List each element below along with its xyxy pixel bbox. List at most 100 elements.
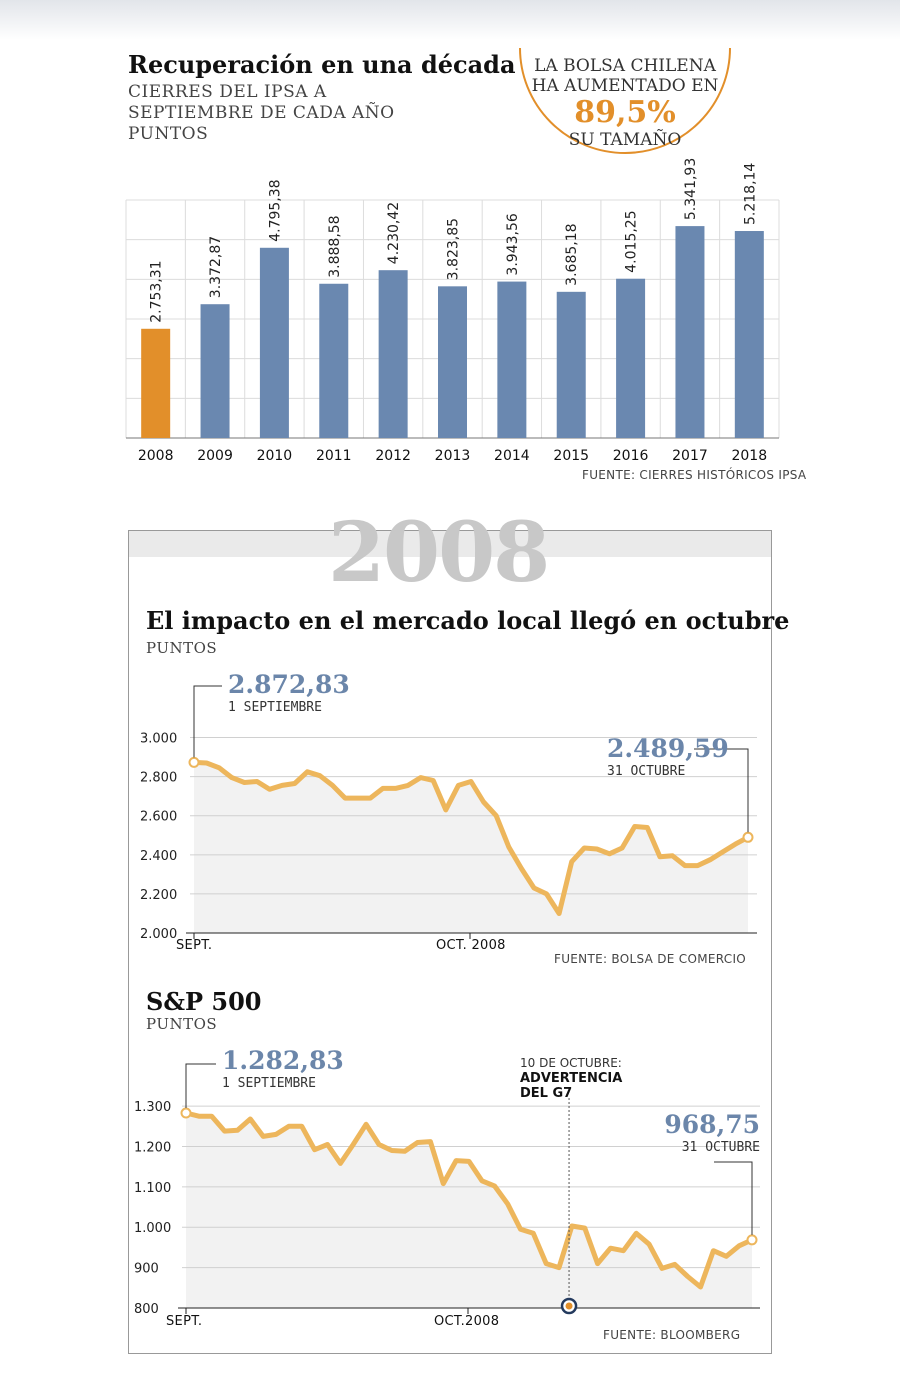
bar-category-label: 2010 — [257, 448, 293, 464]
sp500-end-leader — [714, 1161, 753, 1235]
sp500-end-value: 968,75 — [664, 1110, 760, 1139]
bar-category-label: 2018 — [731, 448, 767, 464]
bar-chart: 2.753,31 2008 3.372,87 2009 4.795,38 2010 3.88… — [125, 158, 780, 464]
sp500-xtick-start: SEPT. — [166, 1314, 203, 1329]
bar-value-label: 2.753,31 — [149, 260, 165, 322]
badge-line2: HA AUMENTADO EN — [531, 76, 719, 96]
caption-line: PUNTOS — [128, 124, 209, 144]
sp500-event-date: 10 DE OCTUBRE: — [520, 1056, 622, 1070]
sp500-event-annotation: 10 DE OCTUBRE: ADVERTENCIA DEL G7 — [520, 1056, 622, 1101]
sp500-xtick-mid: OCT.2008 — [434, 1314, 500, 1329]
ipsa-start-leader — [193, 685, 222, 758]
bar-chart-title: Recuperación en una década — [128, 50, 516, 79]
bar-value-label: 4.795,38 — [267, 179, 283, 241]
badge: LA BOLSA CHILENA HA AUMENTADO EN 89,5% S… — [520, 56, 730, 150]
bar-2013 — [438, 286, 467, 438]
sp500-unit: PUNTOS — [146, 1015, 218, 1033]
sp500-start-date: 1 SEPTIEMBRE — [222, 1076, 316, 1091]
sp500-start-annotation: 1.282,83 1 SEPTIEMBRE — [222, 1046, 344, 1091]
bar-value-label: 3.372,87 — [208, 236, 224, 298]
ipsa-xtick-start: SEPT. — [176, 938, 213, 953]
caption-line: CIERRES DEL IPSA A — [128, 82, 327, 102]
bar-2009 — [200, 304, 230, 438]
ipsa-source: FUENTE: BOLSA DE COMERCIO — [554, 952, 747, 966]
ipsa-line — [191, 759, 751, 916]
bar-2016 — [616, 278, 646, 438]
ipsa-end-leader — [694, 748, 749, 833]
badge-value: 89,5% — [574, 95, 676, 130]
ipsa-ytick-label: 2.600 — [140, 810, 177, 825]
ipsa-xtick-mid: OCT. 2008 — [436, 938, 506, 953]
ipsa-end-value: 2.489,59 — [607, 734, 729, 763]
bar-2010 — [259, 247, 289, 438]
ipsa-end-date: 31 OCTUBRE — [607, 764, 686, 779]
bar-value-label: 3.888,58 — [327, 215, 343, 277]
bar-2008 — [141, 328, 171, 438]
bar-category-label: 2011 — [316, 448, 352, 464]
ipsa-end-annotation: 2.489,59 31 OCTUBRE — [607, 734, 729, 779]
sp500-line — [183, 1110, 755, 1290]
sp500-chart-title: S&P 500 — [146, 987, 262, 1016]
sp500-end-date: 31 OCTUBRE — [681, 1140, 760, 1155]
bar-category-label: 2012 — [375, 448, 411, 464]
bar-2011 — [319, 283, 349, 438]
bar-category-label: 2009 — [197, 448, 233, 464]
bar-value-label: 5.341,93 — [683, 158, 699, 220]
badge-line3: SU TAMAÑO — [568, 130, 682, 150]
top-band — [0, 0, 900, 40]
sp500-start-value: 1.282,83 — [222, 1046, 344, 1075]
sp500-ytick-label: 1.000 — [134, 1221, 171, 1236]
bar-chart-caption: CIERRES DEL IPSA A SEPTIEMBRE DE CADA AÑ… — [128, 82, 395, 145]
bar-2014 — [497, 281, 527, 438]
bar-value-label: 5.218,14 — [742, 163, 758, 225]
sp500-ytick-label: 1.200 — [134, 1140, 171, 1155]
badge-circle — [519, 47, 731, 154]
sp500-start-point — [180, 1107, 192, 1119]
ipsa-end-point — [742, 831, 754, 843]
bar-2017 — [675, 226, 705, 438]
sp500-end-annotation: 968,75 31 OCTUBRE — [664, 1110, 760, 1155]
sp500-event-line1: ADVERTENCIA — [520, 1071, 623, 1086]
bar-category-label: 2014 — [494, 448, 530, 464]
ipsa-ytick-label: 2.400 — [140, 849, 177, 864]
event-marker-dot — [565, 1302, 573, 1310]
sp500-end-point — [746, 1234, 758, 1246]
bar-chart-source: FUENTE: CIERRES HISTÓRICOS IPSA — [582, 468, 807, 482]
bar-value-label: 3.823,85 — [446, 218, 462, 280]
sp500-event-line2: DEL G7 — [520, 1086, 573, 1101]
ipsa-unit: PUNTOS — [146, 639, 218, 657]
sp500-area — [186, 1113, 752, 1308]
panel-2008 — [128, 530, 772, 1354]
ipsa-ytick-label: 2.000 — [140, 927, 177, 942]
bar-value-label: 4.015,25 — [624, 210, 640, 272]
ipsa-start-value: 2.872,83 — [228, 670, 350, 699]
year-label: 2008 — [328, 505, 550, 601]
ipsa-start-point — [188, 756, 200, 768]
bar-2012 — [378, 270, 408, 438]
bar-category-label: 2017 — [672, 448, 708, 464]
bar-category-label: 2013 — [435, 448, 471, 464]
sp500-source: FUENTE: BLOOMBERG — [603, 1328, 741, 1342]
bar-value-label: 4.230,42 — [386, 202, 402, 264]
bar-category-label: 2008 — [138, 448, 174, 464]
bar-2015 — [556, 291, 586, 438]
sp500-start-leader — [185, 1063, 216, 1109]
panel-band — [129, 531, 771, 557]
bar-value-label: 3.943,56 — [505, 213, 521, 275]
bar-category-label: 2015 — [553, 448, 589, 464]
caption-line: SEPTIEMBRE DE CADA AÑO — [128, 103, 395, 123]
ipsa-ytick-label: 2.200 — [140, 888, 177, 903]
ipsa-chart-title: El impacto en el mercado local llegó en … — [146, 606, 790, 635]
bar-category-label: 2016 — [613, 448, 649, 464]
ipsa-start-annotation: 2.872,83 1 SEPTIEMBRE — [228, 670, 350, 715]
sp500-ytick-label: 1.300 — [134, 1100, 171, 1115]
bar-2018 — [734, 231, 764, 438]
sp500-ytick-label: 800 — [134, 1302, 159, 1317]
ipsa-start-date: 1 SEPTIEMBRE — [228, 700, 322, 715]
ipsa-ytick-label: 3.000 — [140, 732, 177, 747]
ipsa-area — [194, 762, 748, 933]
badge-line1: LA BOLSA CHILENA — [534, 56, 716, 76]
ipsa-ytick-label: 2.800 — [140, 771, 177, 786]
sp500-ytick-label: 1.100 — [134, 1181, 171, 1196]
